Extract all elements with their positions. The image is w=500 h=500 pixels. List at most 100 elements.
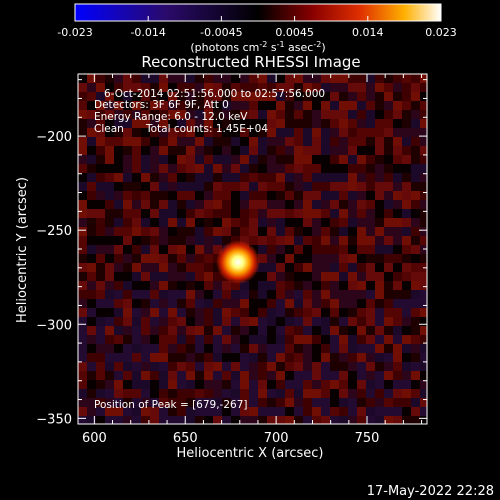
image-pixel (276, 173, 285, 182)
image-pixel (393, 317, 402, 326)
image-pixel (420, 398, 427, 407)
image-pixel (330, 371, 339, 380)
plot-area: 600 650 700 750 −200−250−300−350 (36, 73, 428, 446)
image-pixel (141, 209, 150, 218)
image-pixel (348, 74, 357, 83)
image-pixel (240, 128, 249, 137)
image-pixel (168, 209, 177, 218)
image-pixel (258, 110, 267, 119)
image-pixel (339, 389, 348, 398)
image-pixel (231, 227, 240, 236)
image-pixel (384, 407, 393, 416)
image-pixel (348, 92, 357, 101)
image-pixel (420, 389, 427, 398)
image-pixel (393, 218, 402, 227)
image-pixel (159, 146, 168, 155)
image-pixel (231, 200, 240, 209)
image-pixel (294, 191, 303, 200)
image-pixel (78, 281, 87, 290)
image-pixel (357, 290, 366, 299)
image-pixel (150, 389, 159, 398)
image-pixel (195, 290, 204, 299)
image-pixel (195, 362, 204, 371)
image-pixel (141, 155, 150, 164)
image-pixel (366, 299, 375, 308)
image-pixel (222, 101, 231, 110)
image-pixel (312, 407, 321, 416)
image-pixel (348, 182, 357, 191)
image-pixel (321, 389, 330, 398)
image-pixel (240, 155, 249, 164)
image-pixel (366, 119, 375, 128)
image-pixel (276, 146, 285, 155)
image-pixel (321, 110, 330, 119)
image-pixel (123, 272, 132, 281)
image-pixel (150, 164, 159, 173)
image-pixel (249, 155, 258, 164)
image-pixel (303, 263, 312, 272)
image-pixel (105, 335, 114, 344)
image-pixel (402, 146, 411, 155)
image-pixel (78, 137, 87, 146)
image-pixel (213, 344, 222, 353)
image-pixel (177, 101, 186, 110)
image-pixel (303, 209, 312, 218)
image-pixel (168, 416, 177, 424)
image-pixel (231, 398, 240, 407)
image-pixel (114, 101, 123, 110)
image-pixel (222, 389, 231, 398)
image-pixel (204, 281, 213, 290)
image-pixel (348, 308, 357, 317)
image-pixel (330, 209, 339, 218)
image-pixel (186, 110, 195, 119)
image-pixel (177, 290, 186, 299)
image-pixel (96, 344, 105, 353)
image-pixel (132, 92, 141, 101)
image-pixel (249, 83, 258, 92)
image-pixel (168, 281, 177, 290)
image-pixel (303, 308, 312, 317)
image-pixel (393, 200, 402, 209)
image-pixel (123, 137, 132, 146)
image-pixel (366, 146, 375, 155)
image-pixel (267, 362, 276, 371)
image-pixel (420, 119, 427, 128)
image-pixel (132, 227, 141, 236)
image-pixel (114, 245, 123, 254)
image-pixel (357, 119, 366, 128)
image-pixel (393, 110, 402, 119)
image-pixel (348, 416, 357, 424)
image-pixel (87, 227, 96, 236)
image-pixel (195, 281, 204, 290)
image-pixel (87, 101, 96, 110)
image-pixel (96, 209, 105, 218)
image-pixel (312, 236, 321, 245)
image-pixel (366, 245, 375, 254)
colorbar-ticks: -0.023 -0.014 -0.0045 0.0045 0.014 0.023 (57, 16, 457, 39)
image-pixel (276, 155, 285, 164)
image-pixel (87, 74, 96, 83)
image-pixel (366, 272, 375, 281)
image-pixel (285, 101, 294, 110)
image-pixel (195, 137, 204, 146)
image-pixel (276, 101, 285, 110)
image-pixel (168, 263, 177, 272)
image-pixel (285, 353, 294, 362)
image-pixel (96, 362, 105, 371)
image-pixel (240, 353, 249, 362)
image-pixel (339, 353, 348, 362)
image-pixel (150, 227, 159, 236)
image-pixel (267, 344, 276, 353)
image-pixel (267, 101, 276, 110)
image-pixel (213, 326, 222, 335)
image-pixel (294, 254, 303, 263)
image-pixel (195, 128, 204, 137)
image-pixel (249, 398, 258, 407)
image-pixel (321, 263, 330, 272)
image-pixel (384, 281, 393, 290)
image-pixel (87, 200, 96, 209)
image-pixel (240, 236, 249, 245)
image-pixel (312, 362, 321, 371)
image-pixel (402, 209, 411, 218)
image-pixel (258, 83, 267, 92)
